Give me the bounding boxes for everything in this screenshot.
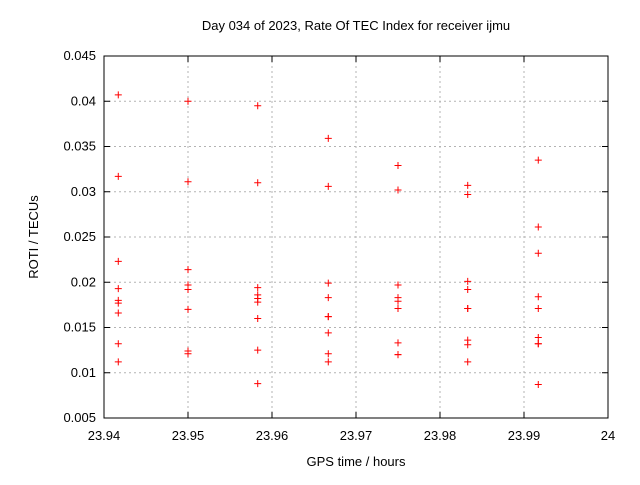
y-tick-label: 0.02 (71, 274, 96, 289)
data-point-marker (114, 299, 122, 307)
data-point-marker (534, 340, 542, 348)
x-tick-label: 23.94 (88, 428, 121, 443)
data-points (114, 91, 542, 389)
data-point-marker (324, 279, 332, 287)
x-tick-label: 23.95 (172, 428, 205, 443)
x-tick-label: 23.99 (508, 428, 541, 443)
data-point-marker (394, 351, 402, 359)
x-tick-label: 23.98 (424, 428, 457, 443)
data-point-marker (184, 305, 192, 313)
data-point-marker (184, 350, 192, 358)
data-point-marker (324, 350, 332, 358)
data-point-marker (254, 179, 262, 187)
data-point-marker (254, 380, 262, 388)
data-point-marker (534, 249, 542, 257)
gridlines (104, 56, 608, 418)
data-point-marker (534, 293, 542, 301)
y-tick-label: 0.01 (71, 365, 96, 380)
data-point-marker (324, 134, 332, 142)
data-point-marker (534, 333, 542, 341)
data-point-marker (114, 91, 122, 99)
data-point-marker (254, 298, 262, 306)
data-point-marker (184, 285, 192, 293)
data-point-marker (114, 172, 122, 180)
data-point-marker (394, 297, 402, 305)
data-point-marker (114, 257, 122, 265)
y-tick-labels: 0.005 0.01 0.015 0.02 0.025 0.03 0.035 0.04 0.04… (63, 48, 96, 425)
plot-border (103, 55, 609, 419)
data-point-marker (324, 329, 332, 337)
y-tick-label: 0.015 (63, 320, 96, 335)
data-point-marker (114, 358, 122, 366)
data-point-marker (464, 285, 472, 293)
data-point-marker (184, 266, 192, 274)
data-point-marker (324, 313, 332, 321)
y-tick-label: 0.005 (63, 410, 96, 425)
data-point-marker (394, 281, 402, 289)
y-tick-label: 0.045 (63, 48, 96, 63)
y-tick-label: 0.035 (63, 139, 96, 154)
data-point-marker (394, 186, 402, 194)
data-point-marker (324, 182, 332, 190)
data-point-marker (324, 358, 332, 366)
data-point-marker (114, 309, 122, 317)
data-point-marker (464, 304, 472, 312)
data-point-marker (464, 341, 472, 349)
x-axis-label: GPS time / hours (307, 454, 406, 469)
y-axis-label: ROTI / TECUs (26, 195, 41, 279)
data-point-marker (184, 97, 192, 105)
data-point-marker (534, 304, 542, 312)
data-point-marker (534, 381, 542, 389)
data-point-marker (254, 284, 262, 292)
y-tick-label: 0.04 (71, 93, 96, 108)
data-point-marker (394, 304, 402, 312)
chart-title: Day 034 of 2023, Rate Of TEC Index for r… (202, 18, 510, 33)
data-point-marker (254, 314, 262, 322)
data-point-marker (114, 340, 122, 348)
data-point-marker (534, 223, 542, 231)
data-point-marker (324, 294, 332, 302)
x-tick-label: 23.97 (340, 428, 373, 443)
data-point-marker (464, 190, 472, 198)
x-tick-label: 24 (601, 428, 615, 443)
data-point-marker (254, 346, 262, 354)
data-point-marker (464, 181, 472, 189)
x-tick-label: 23.96 (256, 428, 289, 443)
y-tick-label: 0.025 (63, 229, 96, 244)
y-tick-label: 0.03 (71, 184, 96, 199)
data-point-marker (534, 156, 542, 164)
data-point-marker (394, 162, 402, 170)
data-point-marker (254, 102, 262, 110)
x-tick-labels: 23.94 23.95 23.96 23.97 23.98 23.99 24 (88, 428, 616, 443)
data-point-marker (114, 285, 122, 293)
data-point-marker (394, 339, 402, 347)
data-point-marker (464, 277, 472, 285)
data-point-marker (464, 358, 472, 366)
data-point-marker (184, 178, 192, 186)
